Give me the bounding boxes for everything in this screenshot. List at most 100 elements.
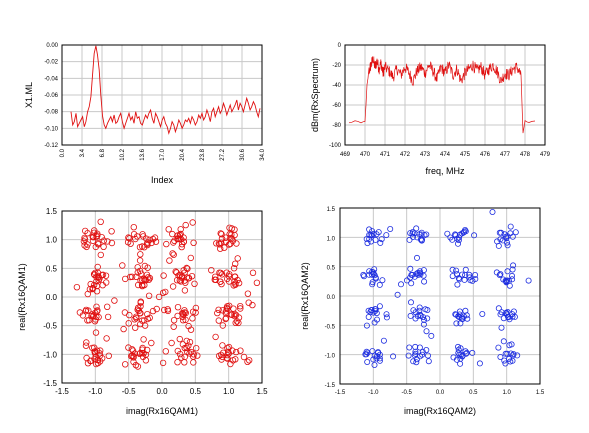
chart-constellation-1-series [73,218,261,370]
data-point [218,271,226,278]
data-point [176,335,183,343]
data-point [366,235,373,242]
data-point [423,231,430,238]
data-point [244,290,252,297]
data-point [179,310,187,317]
data-point [102,272,110,279]
data-point [181,287,189,294]
data-point [189,219,196,226]
x-tick-label: 1.5 [536,390,545,396]
data-point [498,324,505,331]
data-point [371,319,378,326]
data-point [178,243,185,251]
data-point [503,311,510,318]
data-point [105,352,112,359]
y-tick-label: -60 [332,103,341,109]
data-point [174,232,181,239]
data-point [377,239,384,246]
data-point [472,275,479,282]
data-point [90,344,98,351]
data-point [82,342,90,349]
data-point [224,355,231,362]
data-point [424,306,431,313]
data-point [416,344,423,351]
data-point [215,317,222,324]
data-point [462,348,469,355]
data-point [180,267,187,274]
data-point [181,353,188,361]
data-point [509,357,516,364]
data-point [471,232,478,239]
data-point [495,305,502,312]
chart-spectrum-xlabel: freq, MHz [425,166,465,176]
data-point [212,333,219,341]
data-point [81,242,88,249]
data-point [132,273,140,280]
data-point [125,234,132,241]
x-tick-label: 13.6 [140,148,146,160]
chart-constellation-1-frame [61,210,263,384]
data-point [179,310,186,317]
data-point [96,347,104,354]
data-point [223,304,230,312]
y-tick-label: -1.0 [325,354,336,360]
data-point [125,344,132,351]
y-tick-label: -100 [329,143,342,149]
data-point [219,322,226,329]
y-tick-label: -40 [332,83,341,89]
data-point [140,317,148,324]
data-point [514,352,521,359]
data-point [179,341,187,348]
data-point [217,278,224,285]
data-point [494,238,501,245]
x-tick-label: 0.0 [60,148,66,157]
data-point [455,237,462,244]
x-tick-label: 470 [360,152,371,158]
data-point [137,320,144,328]
chart-constellation-2-grid [340,208,540,384]
data-point [100,243,107,250]
data-point [214,309,221,317]
data-point [231,273,239,280]
data-point [190,351,197,358]
data-point [449,273,456,280]
data-point [444,230,451,237]
data-point [457,355,464,362]
data-point [83,354,90,362]
data-point [502,360,509,367]
data-point [162,348,169,355]
data-point [228,231,235,238]
chart-ml-x-ticks: 0.0 3.4 6.8 10.2 13.6 17.0 20.4 23.8 27.2 30.6 34.… [60,148,266,160]
data-point [182,316,189,324]
chart-constellation-1-y-ticks: 1.5 1.0 0.5 0.0 -0.5 -1.0 -1.5 [43,207,57,388]
y-tick-label: 1.5 [327,207,336,213]
data-point [498,309,505,316]
data-point [376,351,383,358]
data-point [94,232,101,239]
data-point [416,307,423,314]
y-tick-label: 1.5 [46,207,58,216]
x-tick-label: 3.4 [80,148,86,157]
data-point [236,303,244,310]
data-point [164,307,172,315]
data-point [387,225,394,232]
data-point [509,266,516,273]
data-point [425,358,432,365]
data-point [211,273,219,280]
data-point [218,230,225,238]
data-point [233,240,240,247]
data-point [373,310,380,317]
data-point [95,276,102,284]
data-point [131,316,138,323]
data-point [495,344,502,351]
data-point [134,281,142,289]
x-tick-label: -0.5 [122,387,136,396]
data-point [155,293,163,301]
y-tick-label: 0.00 [46,43,58,49]
data-point [133,315,140,322]
data-point [185,322,192,330]
data-point [173,277,181,284]
data-point [92,316,99,323]
data-point [507,223,514,230]
x-tick-label: -1.5 [335,390,346,396]
